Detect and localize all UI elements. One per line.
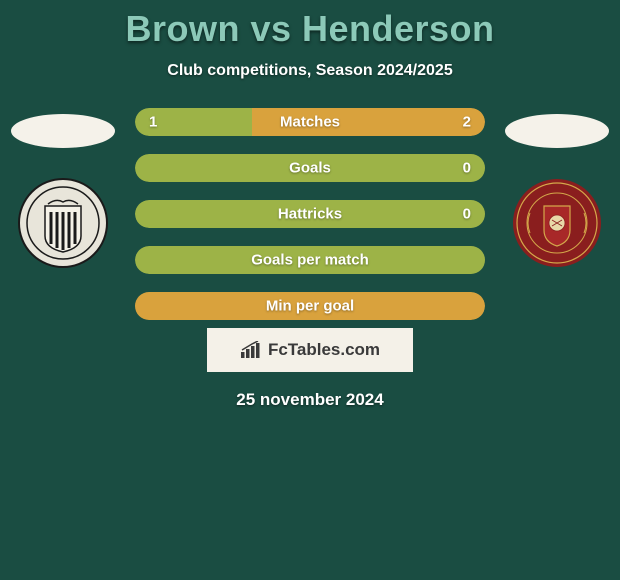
stat-label: Matches bbox=[280, 114, 340, 131]
stat-bar-hattricks: 0 Hattricks bbox=[135, 200, 485, 228]
stat-val-left: 1 bbox=[149, 114, 157, 131]
page-root: Brown vs Henderson Club competitions, Se… bbox=[0, 0, 620, 410]
stat-label: Goals per match bbox=[251, 252, 369, 269]
left-player-ellipse bbox=[11, 114, 115, 148]
stat-bar-goals: 0 Goals bbox=[135, 154, 485, 182]
main-row: 1 2 Matches 0 Goals 0 Hattricks Goals per match… bbox=[0, 108, 620, 320]
brand-text: FcTables.com bbox=[268, 340, 380, 360]
footer-date: 25 november 2024 bbox=[236, 390, 383, 410]
right-column bbox=[502, 108, 612, 268]
stat-val-right: 2 bbox=[463, 114, 471, 131]
page-subtitle: Club competitions, Season 2024/2025 bbox=[167, 62, 452, 80]
stat-val-right: 0 bbox=[463, 206, 471, 223]
stat-bar-goals-per-match: Goals per match bbox=[135, 246, 485, 274]
page-title: Brown vs Henderson bbox=[125, 8, 494, 50]
accrington-stanley-crest bbox=[512, 178, 602, 268]
stat-label: Hattricks bbox=[278, 206, 342, 223]
stat-val-right: 0 bbox=[463, 160, 471, 177]
stat-bar-min-per-goal: Min per goal bbox=[135, 292, 485, 320]
chart-icon bbox=[240, 341, 262, 359]
grimsby-town-crest bbox=[18, 178, 108, 268]
left-column bbox=[8, 108, 118, 268]
stats-column: 1 2 Matches 0 Goals 0 Hattricks Goals per match… bbox=[118, 108, 502, 320]
stat-label: Min per goal bbox=[266, 298, 354, 315]
right-player-ellipse bbox=[505, 114, 609, 148]
stat-label: Goals bbox=[289, 160, 331, 177]
stat-bar-matches: 1 2 Matches bbox=[135, 108, 485, 136]
brand-box: FcTables.com bbox=[207, 328, 413, 372]
